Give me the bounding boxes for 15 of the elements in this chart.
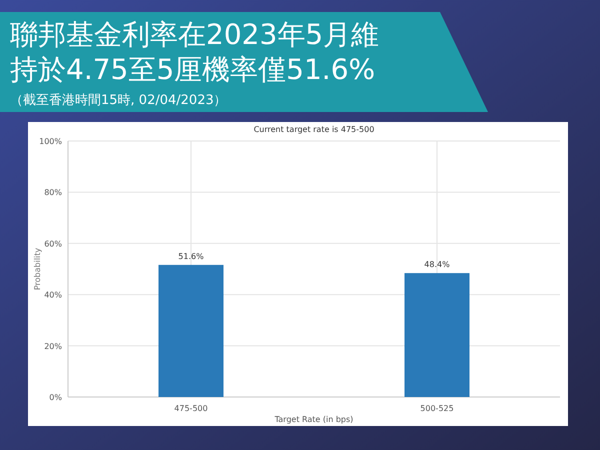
y-tick-label: 0% [49,393,62,402]
data-label: 51.6% [178,252,204,261]
text: （截至香港時間15時, 02/04/2023） [10,93,227,108]
data-label: 48.4% [424,260,450,270]
x-tick-label: 500-525 [420,404,454,413]
y-tick-label: 20% [44,342,62,351]
chart-subtitle: Current target rate is 475-500 [254,125,374,134]
y-tick-label: 100% [39,137,62,146]
y-tick-label: 60% [44,239,62,248]
chart-title: 聯邦基金利率在2023年5月維持於4.75至5厘機率僅51.6% [10,18,380,86]
y-tick-label: 80% [44,188,62,198]
y-tick-label: 40% [44,290,62,300]
y-axis-title: Probability [33,248,42,290]
x-tick-label: 475-500 [174,404,208,413]
x-axis-title: Target Rate (in bps) [274,415,354,424]
